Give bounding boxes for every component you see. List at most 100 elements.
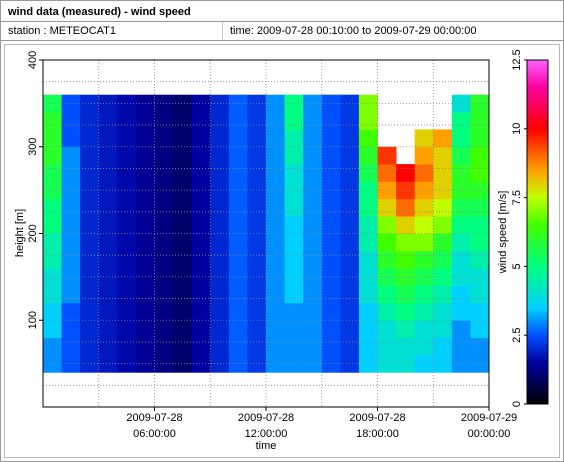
cell [43,250,62,269]
cell [61,146,81,165]
cell [340,302,360,321]
cell [358,268,378,286]
cell [266,198,285,217]
cell [117,146,137,165]
cell [470,320,490,338]
cell [303,250,323,269]
cell [135,216,155,234]
cell [43,112,62,130]
cell [228,198,248,217]
cell [377,302,397,321]
cell [135,320,155,338]
cell [266,112,285,130]
colorbar [526,59,549,405]
cell [396,233,416,252]
cell [154,233,174,252]
cell [228,129,248,148]
cell [321,320,341,338]
cell [396,354,416,373]
cell [451,268,471,286]
cell [135,129,155,148]
cell [247,320,267,338]
cell [377,354,397,373]
cell [396,181,416,200]
cell [191,216,211,234]
cell [210,181,230,200]
cell [451,320,471,338]
x-tick-label: 12:00:00 [245,428,288,440]
cell [414,337,434,356]
cell [98,320,118,338]
cell [247,337,267,356]
cell [284,354,304,373]
cell [117,198,137,217]
cell [377,164,397,182]
cell [61,129,81,148]
cell [321,216,341,234]
cell [321,337,341,356]
cell [470,112,490,130]
cell [98,233,118,252]
cell [228,216,248,234]
cell [228,250,248,269]
cell [135,112,155,130]
cell [451,94,471,113]
cell [247,198,267,217]
x-axis-label: time [256,440,277,452]
cell [396,302,416,321]
cell [303,337,323,356]
cell [414,233,434,252]
cell [98,112,118,130]
cell [80,216,100,234]
cell [284,250,304,269]
cell [321,302,341,321]
cell [43,216,62,234]
cell [117,320,137,338]
cell [470,250,490,269]
cell [358,198,378,217]
cell [247,302,267,321]
cell [396,337,416,356]
colorbar-label: wind speed [m/s] [497,191,509,275]
cell [154,302,174,321]
cell [433,337,453,356]
cell [321,250,341,269]
cell [210,146,230,165]
cell [191,302,211,321]
cell [414,216,434,234]
cell [303,354,323,373]
y-tick-label: 200 [27,224,39,242]
cell [340,285,360,304]
cell [266,354,285,373]
cell [98,94,118,113]
cell [377,216,397,234]
cell [43,285,62,304]
cell [266,302,285,321]
colorbar-tick-label: 2.5 [511,328,523,343]
cell [117,337,137,356]
cell [173,112,193,130]
cell [303,164,323,182]
cell [80,320,100,338]
cell [61,233,81,252]
cell [470,181,490,200]
cell [284,268,304,286]
cell [98,198,118,217]
cell [284,164,304,182]
x-tick-label: 2009-07-28 [349,412,405,424]
cell [303,129,323,148]
cell [451,164,471,182]
cell [191,181,211,200]
cell [154,320,174,338]
cell [173,216,193,234]
cell [358,233,378,252]
cell [340,164,360,182]
colorbar-tick-label: 10 [511,123,523,135]
cell [470,354,490,373]
cell [154,216,174,234]
cell [117,129,137,148]
cell [247,146,267,165]
cell [61,302,81,321]
cell [451,302,471,321]
cell [433,320,453,338]
